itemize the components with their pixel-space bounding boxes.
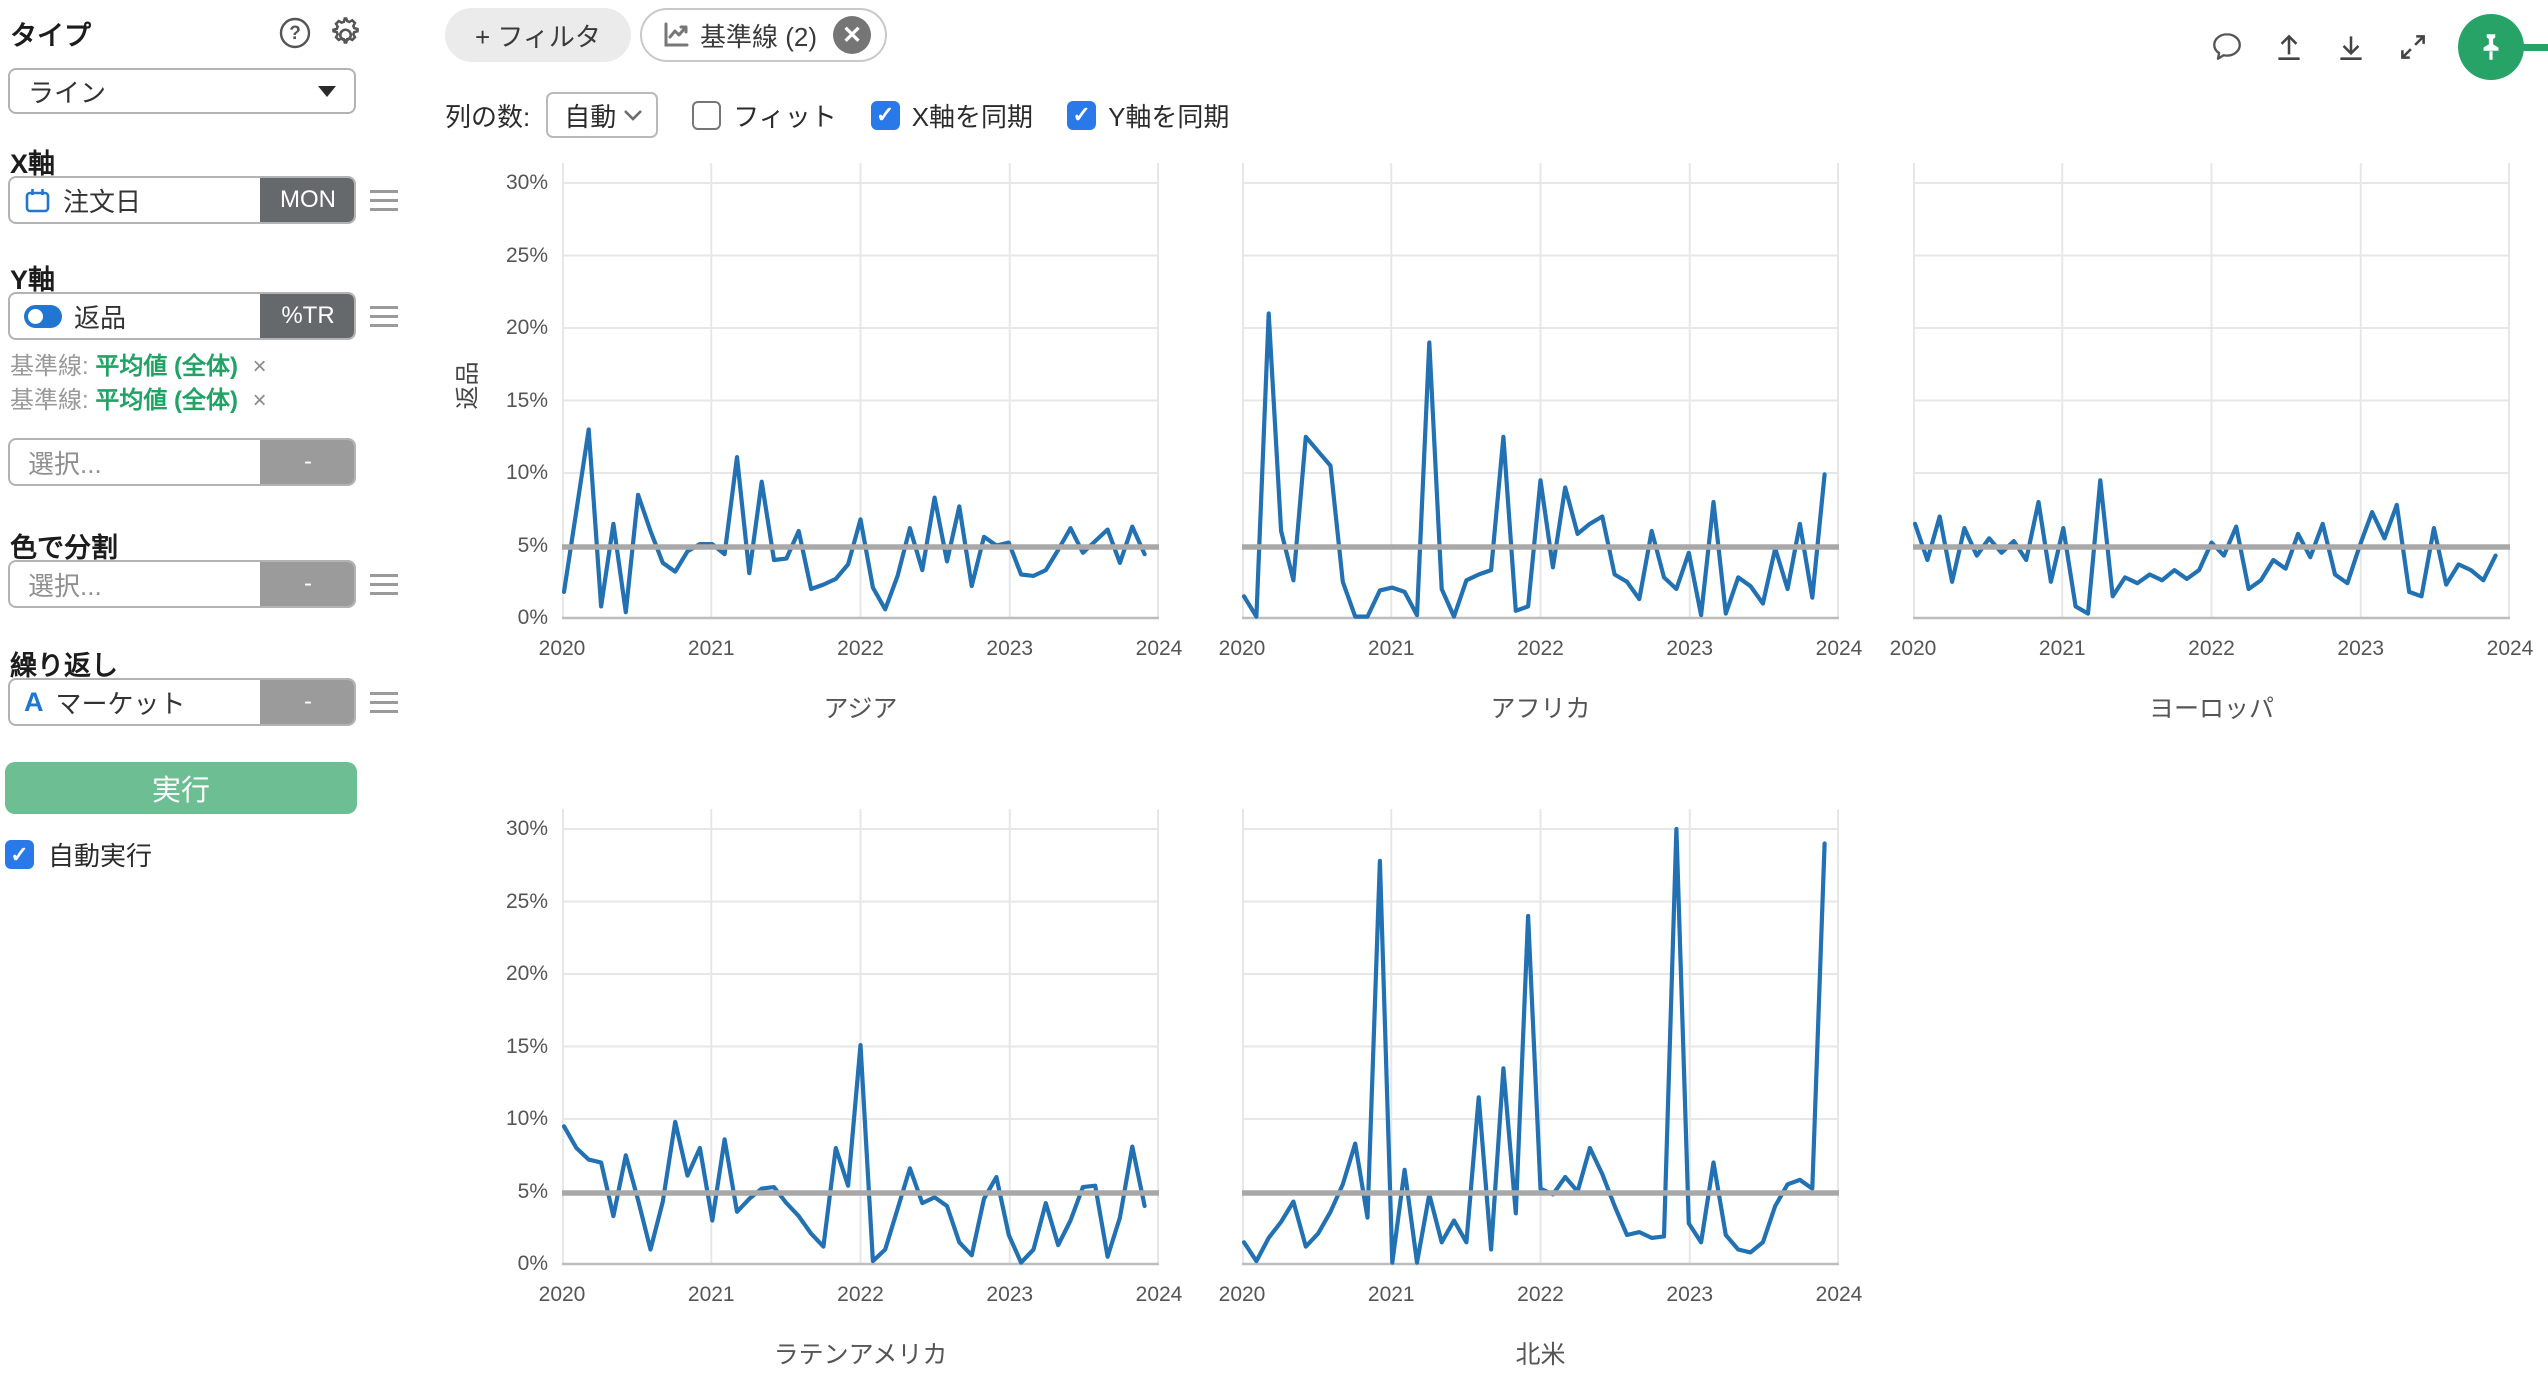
reference-line-value[interactable]: 平均値 (全体) (95, 387, 238, 414)
columns-select[interactable]: 自動 (546, 92, 659, 138)
line-plot[interactable] (1242, 809, 1839, 1279)
color-split-menu-icon[interactable] (370, 574, 398, 596)
remove-reference-line-icon[interactable]: × (252, 353, 267, 380)
reference-line-prefix: 基準線: (10, 353, 89, 380)
repeat-field[interactable]: A マーケット - (8, 678, 356, 726)
select-placeholder: 選択... (28, 570, 102, 601)
fit-label: フィット (733, 101, 837, 132)
x-axis-column: 注文日 (63, 186, 142, 217)
fit-checkbox[interactable] (692, 100, 722, 130)
y-axis-menu-icon[interactable] (370, 306, 398, 328)
chart-title: ラテンアメリカ (773, 1341, 948, 1369)
x-axis-tick-labels: 2020 2021 2022 2023 2024 (1218, 637, 1863, 660)
x-axis-tick-labels: 2020 2021 2022 2023 2024 (538, 1283, 1183, 1306)
chart-title: アフリカ (1490, 695, 1591, 723)
y-axis-add-select[interactable]: 選択... - (8, 438, 356, 486)
select-placeholder: 選択... (28, 448, 102, 479)
x-axis-menu-icon[interactable] (370, 190, 398, 212)
repeat-badge: - (260, 680, 354, 724)
comment-icon[interactable] (2210, 30, 2244, 64)
type-header: タイプ (10, 21, 91, 51)
select-badge: - (260, 562, 354, 606)
baseline-chip-label: 基準線 (2) (700, 21, 818, 52)
color-split-select[interactable]: 選択... - (8, 560, 356, 608)
sync-y-checkbox[interactable] (1067, 100, 1097, 130)
sync-x-checkbox[interactable] (870, 100, 900, 130)
columns-label: 列の数: (445, 101, 531, 132)
pin-button[interactable] (2458, 14, 2548, 80)
remove-reference-line-icon[interactable]: × (252, 387, 267, 414)
close-icon[interactable]: ✕ (833, 16, 872, 54)
select-badge: - (260, 440, 354, 484)
line-plot[interactable] (1913, 163, 2510, 633)
y-axis-column: 返品 (74, 302, 127, 333)
gear-icon[interactable] (326, 14, 362, 50)
columns-value: 自動 (564, 101, 617, 132)
reference-line-prefix: 基準線: (10, 387, 89, 414)
add-filter-button[interactable]: + フィルタ (445, 8, 631, 62)
y-axis-tick-labels: 0% 5% 10% 15% 20% 25% 30% (505, 171, 548, 629)
expand-icon[interactable] (2396, 30, 2430, 64)
text-column-icon: A (24, 686, 44, 717)
sync-y-label: Y軸を同期 (1108, 101, 1230, 132)
repeat-header: 繰り返し (10, 651, 118, 681)
trend-chart-icon (664, 22, 689, 47)
download-icon[interactable] (2334, 30, 2368, 64)
x-axis-field[interactable]: 注文日 MON (8, 176, 356, 224)
chart-title: ヨーロッパ (2148, 695, 2274, 723)
sync-x-label: X軸を同期 (911, 101, 1034, 132)
chart-area: + フィルタ 基準線 (2) ✕ 列の数: 自動 フィット X軸を同期 Y軸を同… (440, 0, 2548, 1374)
color-split-header: 色で分割 (10, 533, 118, 563)
pushpin-icon (2483, 34, 2499, 60)
chart-title: 北米 (1515, 1341, 1566, 1369)
auto-run-checkbox[interactable] (5, 840, 34, 869)
chevron-down-icon (624, 110, 643, 121)
y-axis-aggregation-badge[interactable]: %TR (260, 294, 354, 338)
reference-line-value[interactable]: 平均値 (全体) (95, 353, 238, 380)
caret-down-icon (318, 85, 336, 97)
reference-line-row: 基準線: 平均値 (全体) × (10, 380, 267, 415)
y-axis-field[interactable]: 返品 %TR (8, 292, 356, 340)
baseline-chip[interactable]: 基準線 (2) ✕ (640, 8, 888, 62)
calendar-icon (24, 187, 51, 214)
repeat-column: マーケット (55, 688, 186, 719)
line-plot[interactable] (1242, 163, 1839, 633)
x-axis-tick-labels: 2020 2021 2022 2023 2024 (538, 637, 1183, 660)
chart-title: アジア (823, 695, 898, 723)
svg-text:?: ? (289, 23, 301, 44)
chart-type-value: ライン (28, 77, 107, 108)
y-axis-title: 返品 (454, 361, 482, 410)
reference-line-row: 基準線: 平均値 (全体) × (10, 346, 267, 381)
help-icon[interactable]: ? (278, 16, 312, 50)
x-axis-tick-labels: 2020 2021 2022 2023 2024 (1889, 637, 2534, 660)
x-axis-header: X軸 (10, 149, 56, 179)
config-sidebar: タイプ ? ライン X軸 注文日 MON Y軸 返品 %TR 基準線: 平均値 … (0, 0, 410, 1374)
line-plot[interactable] (562, 809, 1159, 1279)
x-axis-aggregation-badge[interactable]: MON (260, 178, 354, 222)
numeric-toggle-icon (24, 304, 62, 328)
x-axis-tick-labels: 2020 2021 2022 2023 2024 (1218, 1283, 1863, 1306)
y-axis-header: Y軸 (10, 265, 56, 295)
repeat-menu-icon[interactable] (370, 692, 398, 714)
pin-dash (2520, 44, 2548, 51)
y-axis-tick-labels: 0% 5% 10% 15% 20% 25% 30% (505, 817, 548, 1275)
auto-run-label: 自動実行 (48, 841, 153, 871)
run-button[interactable]: 実行 (5, 762, 357, 814)
upload-icon[interactable] (2272, 30, 2306, 64)
chart-type-select[interactable]: ライン (8, 68, 356, 114)
line-plot[interactable] (562, 163, 1159, 633)
